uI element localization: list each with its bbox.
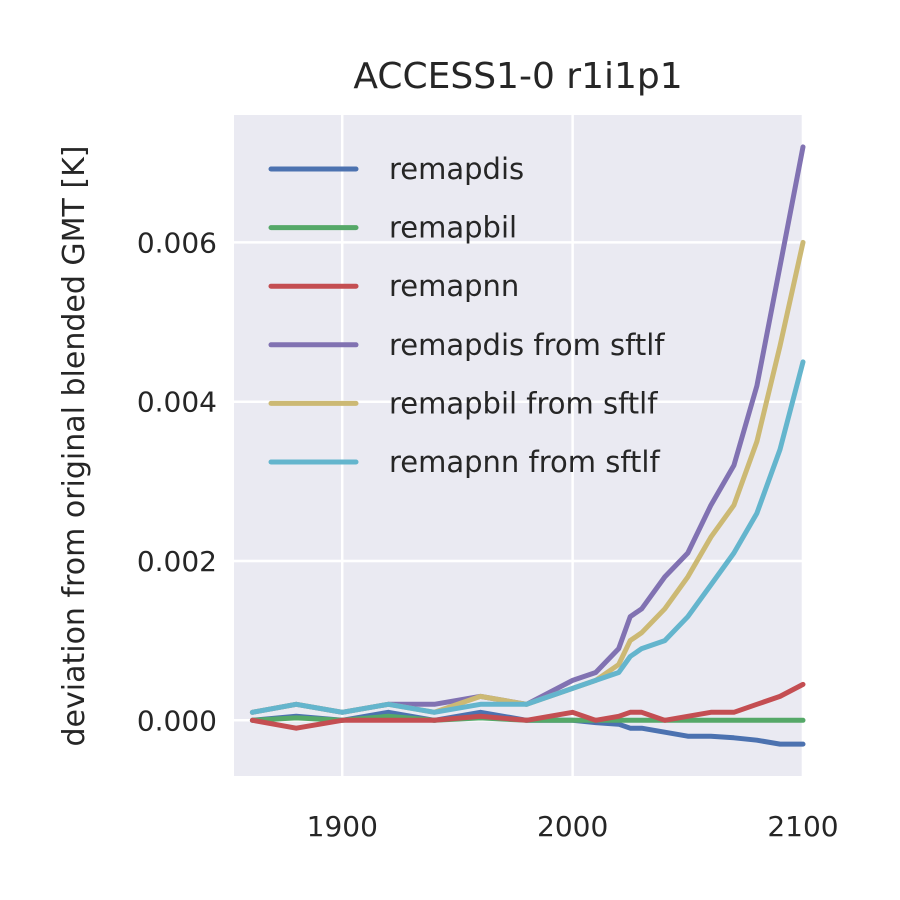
x-tick-label: 2000 xyxy=(537,810,608,843)
series-line-2 xyxy=(249,681,806,731)
y-axis-ticks: 0.000 0.002 0.004 0.006 xyxy=(137,226,217,737)
y-tick-label: 0.004 xyxy=(137,386,217,419)
legend-label: remapnn from sftlf xyxy=(389,445,660,479)
y-tick-label: 0.006 xyxy=(137,226,217,259)
series-line-1 xyxy=(249,713,806,723)
x-tick-label: 2100 xyxy=(767,810,838,843)
series-line-0 xyxy=(249,709,806,747)
legend-label: remapdis xyxy=(389,152,524,186)
x-tick-label: 1900 xyxy=(307,810,378,843)
x-axis-ticks: 1900 2000 2100 xyxy=(307,810,839,843)
series-line-5 xyxy=(249,359,806,715)
chart-title: ACCESS1-0 r1i1p1 xyxy=(353,56,682,97)
y-axis-label: deviation from original blended GMT [K] xyxy=(57,146,92,747)
legend: remapdis remapbil remapnn remapdis from sft… xyxy=(268,152,665,479)
series-lines xyxy=(249,144,806,747)
y-tick-label: 0.002 xyxy=(137,545,217,578)
legend-label: remapnn xyxy=(389,269,519,303)
legend-label: remapdis from sftlf xyxy=(389,328,665,362)
legend-label: remapbil from sftlf xyxy=(389,386,658,420)
y-tick-label: 0.000 xyxy=(137,704,217,737)
legend-label: remapbil xyxy=(389,211,517,245)
